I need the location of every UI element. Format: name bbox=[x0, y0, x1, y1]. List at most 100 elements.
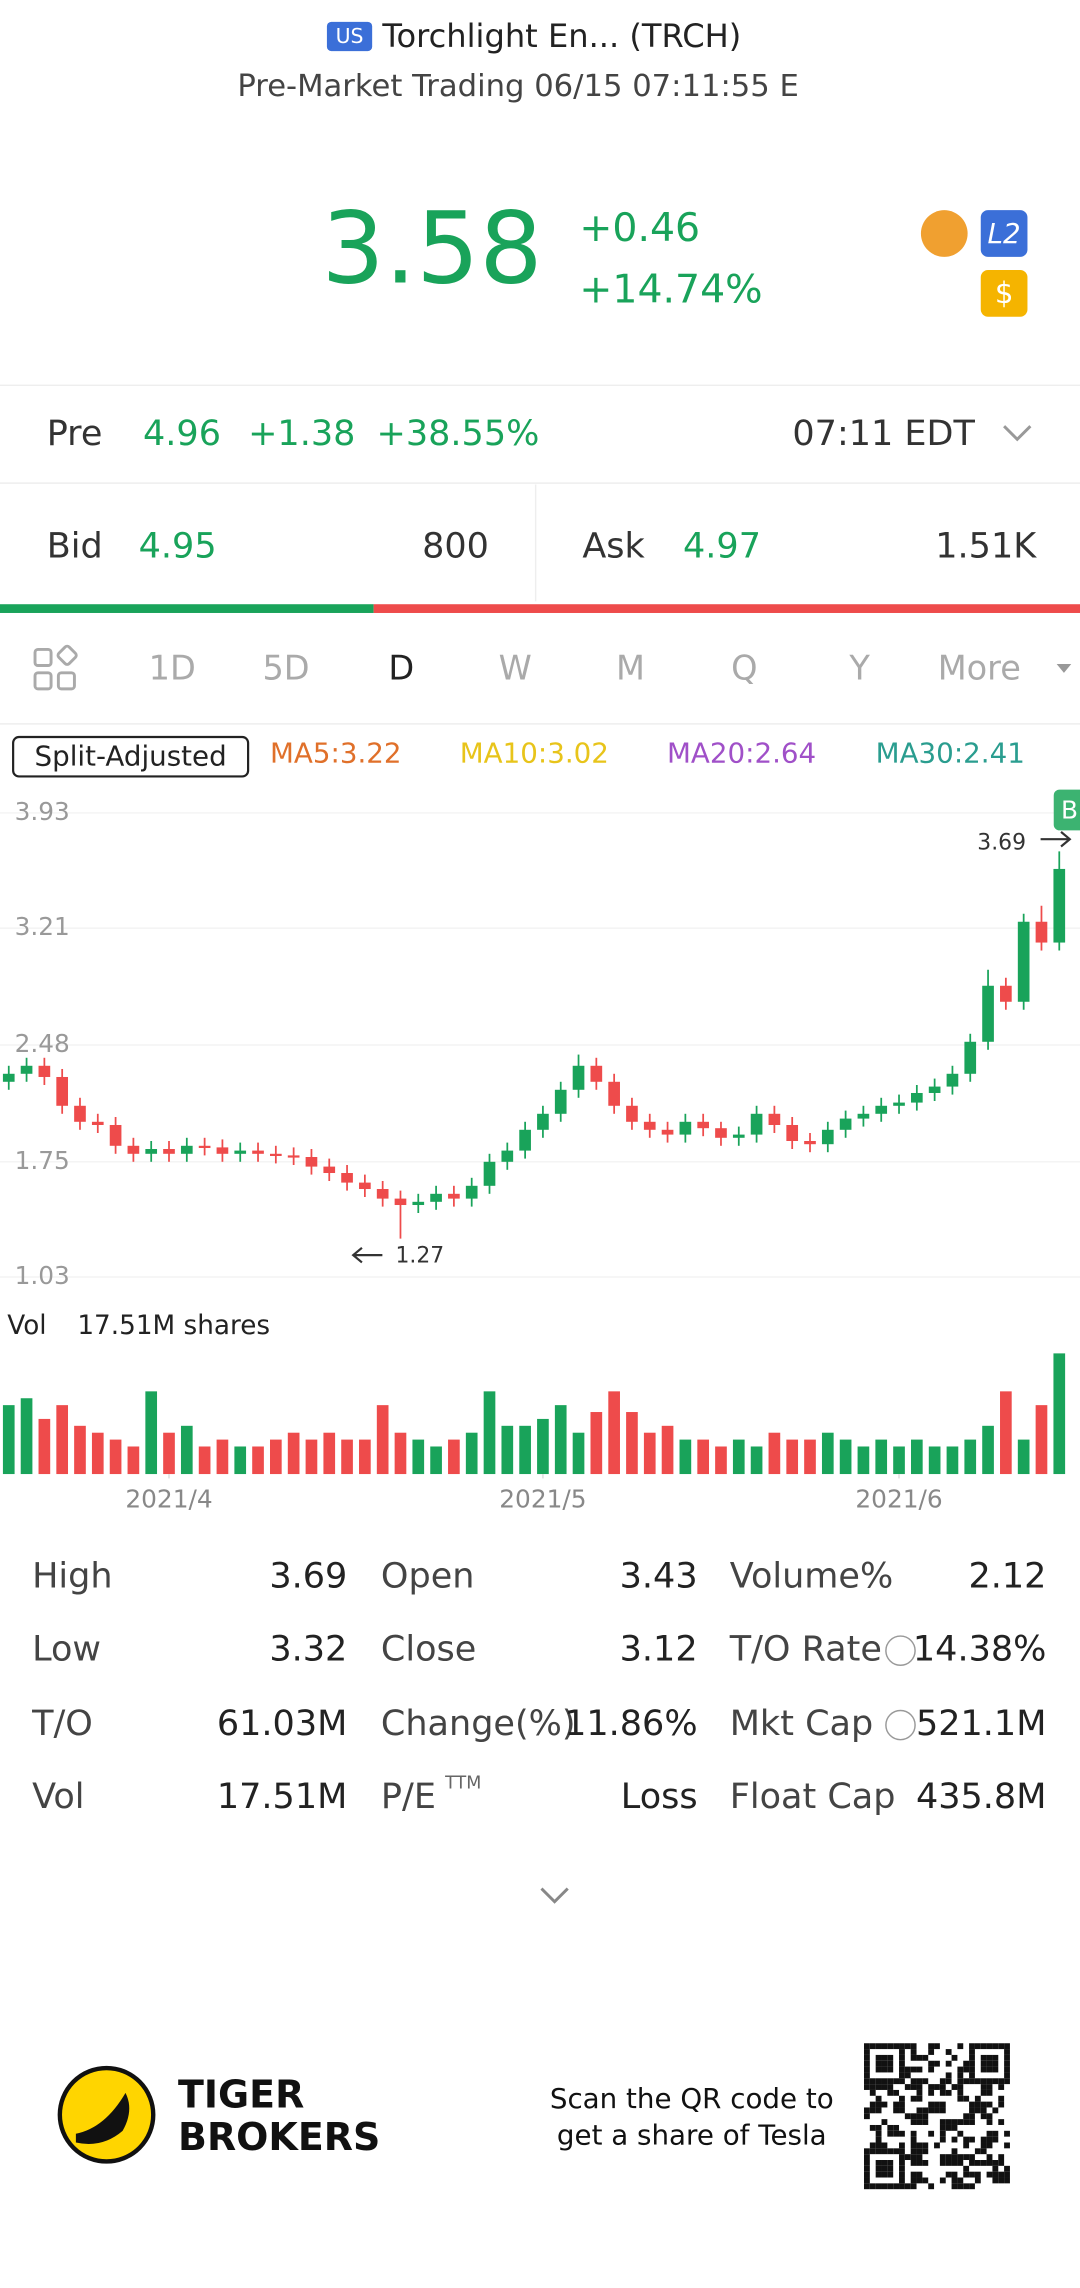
qr-cell bbox=[928, 2107, 935, 2114]
volume-bar bbox=[804, 1439, 816, 1475]
candle-body bbox=[643, 1121, 656, 1130]
qr-cell bbox=[910, 2119, 917, 2125]
dropdown-chevron[interactable] bbox=[1003, 425, 1032, 442]
qr-cell bbox=[904, 2043, 911, 2050]
volume-bar bbox=[91, 1432, 104, 1475]
volume-bar bbox=[163, 1432, 175, 1475]
qr-cell bbox=[910, 2177, 917, 2184]
qr-cell bbox=[922, 2148, 929, 2155]
candle-body bbox=[38, 1065, 51, 1077]
ask-label: Ask bbox=[582, 525, 645, 566]
bid-label: Bid bbox=[47, 525, 103, 566]
qr-cell bbox=[992, 2066, 999, 2073]
tab[interactable]: Y bbox=[848, 648, 870, 687]
qr-cell bbox=[934, 2043, 940, 2050]
qr-cell bbox=[992, 2165, 999, 2172]
dollar-icon[interactable] bbox=[980, 270, 1028, 317]
tab[interactable]: More bbox=[938, 648, 1021, 687]
qr-cell bbox=[875, 2060, 882, 2067]
candle-body bbox=[590, 1065, 603, 1082]
qr-cell bbox=[945, 2124, 952, 2131]
grid-icon[interactable] bbox=[33, 644, 78, 691]
qr-cell bbox=[869, 2089, 876, 2096]
qr-cell bbox=[922, 2054, 929, 2061]
qr-cell bbox=[980, 2078, 987, 2085]
qr-cell bbox=[992, 2171, 999, 2178]
candle-body bbox=[270, 1153, 282, 1156]
info-icon[interactable] bbox=[885, 1635, 916, 1666]
pe-superscript: TTM bbox=[444, 1773, 481, 1793]
tab[interactable]: D bbox=[388, 648, 414, 687]
qr-cell bbox=[928, 2060, 935, 2067]
qr-cell bbox=[945, 2119, 952, 2125]
qr-cell bbox=[963, 2154, 970, 2161]
volume-bar bbox=[537, 1418, 549, 1475]
qr-cell bbox=[945, 2060, 952, 2067]
volume-bar bbox=[839, 1439, 852, 1475]
candle-body bbox=[893, 1102, 905, 1106]
qr-cell bbox=[893, 2043, 900, 2050]
candle-body bbox=[198, 1145, 211, 1148]
icon-badge[interactable] bbox=[920, 210, 968, 257]
tab[interactable]: Q bbox=[731, 648, 757, 687]
qr-cell bbox=[945, 2089, 952, 2096]
qr-cell bbox=[881, 2142, 888, 2149]
qr-cell bbox=[969, 2119, 975, 2125]
expand-chevron[interactable] bbox=[540, 1887, 569, 1904]
volume-bar bbox=[448, 1439, 460, 1475]
qr-cell bbox=[899, 2165, 905, 2172]
qr-cell bbox=[969, 2043, 975, 2050]
volume-bar bbox=[305, 1439, 318, 1475]
stat-value: 521.1M bbox=[916, 1703, 1046, 1744]
volume-bar bbox=[180, 1425, 193, 1475]
qr-cell bbox=[864, 2078, 870, 2085]
high-arrow bbox=[1040, 831, 1072, 848]
market: US bbox=[336, 24, 364, 48]
qr-cell bbox=[922, 2078, 929, 2085]
info-icon[interactable] bbox=[885, 1709, 916, 1741]
tab[interactable]: 1D bbox=[149, 648, 196, 687]
qr-cell bbox=[887, 2160, 894, 2166]
candle-body bbox=[483, 1161, 496, 1186]
candle-body bbox=[1053, 868, 1066, 943]
qr-cell bbox=[869, 2101, 876, 2108]
qr-cell bbox=[992, 2130, 999, 2137]
l2-icon-text: L2 bbox=[988, 217, 1021, 250]
qr-cell bbox=[928, 2089, 935, 2096]
qr-cell bbox=[986, 2142, 993, 2149]
volume-bar bbox=[643, 1432, 656, 1475]
qr-cell bbox=[899, 2107, 905, 2114]
x-tick-label: 2021/6 bbox=[855, 1484, 942, 1513]
qr-cell bbox=[899, 2101, 905, 2108]
qr-cell bbox=[899, 2078, 905, 2085]
qr-cell bbox=[910, 2113, 917, 2120]
qr-cell bbox=[864, 2113, 870, 2120]
qr-cell bbox=[887, 2124, 894, 2131]
candle-body bbox=[928, 1086, 941, 1093]
candle-body bbox=[287, 1155, 300, 1158]
qr-cell bbox=[875, 2095, 882, 2102]
tab[interactable]: M bbox=[616, 648, 645, 687]
qr-cell bbox=[963, 2136, 970, 2143]
qr-cell bbox=[957, 2072, 964, 2079]
adjust-box[interactable] bbox=[12, 735, 250, 778]
qr-cell bbox=[899, 2049, 905, 2055]
qr-cell bbox=[875, 2165, 882, 2172]
qr-cell bbox=[986, 2154, 993, 2161]
tab[interactable]: 5D bbox=[262, 648, 309, 687]
tab[interactable]: W bbox=[499, 648, 532, 687]
candle-body bbox=[376, 1189, 389, 1199]
qr-cell bbox=[969, 2101, 975, 2108]
qr-cell bbox=[899, 2060, 905, 2067]
qr-cell bbox=[974, 2177, 981, 2184]
volume-bar bbox=[252, 1446, 264, 1475]
qr-cell bbox=[875, 2136, 882, 2143]
qr-cell bbox=[969, 2060, 975, 2067]
qr-cell bbox=[928, 2084, 935, 2090]
qr-cell bbox=[893, 2130, 900, 2137]
candle-body bbox=[679, 1121, 692, 1135]
qr-cell bbox=[916, 2084, 923, 2090]
l2-icon[interactable] bbox=[980, 210, 1028, 257]
qr-cell bbox=[980, 2136, 987, 2143]
